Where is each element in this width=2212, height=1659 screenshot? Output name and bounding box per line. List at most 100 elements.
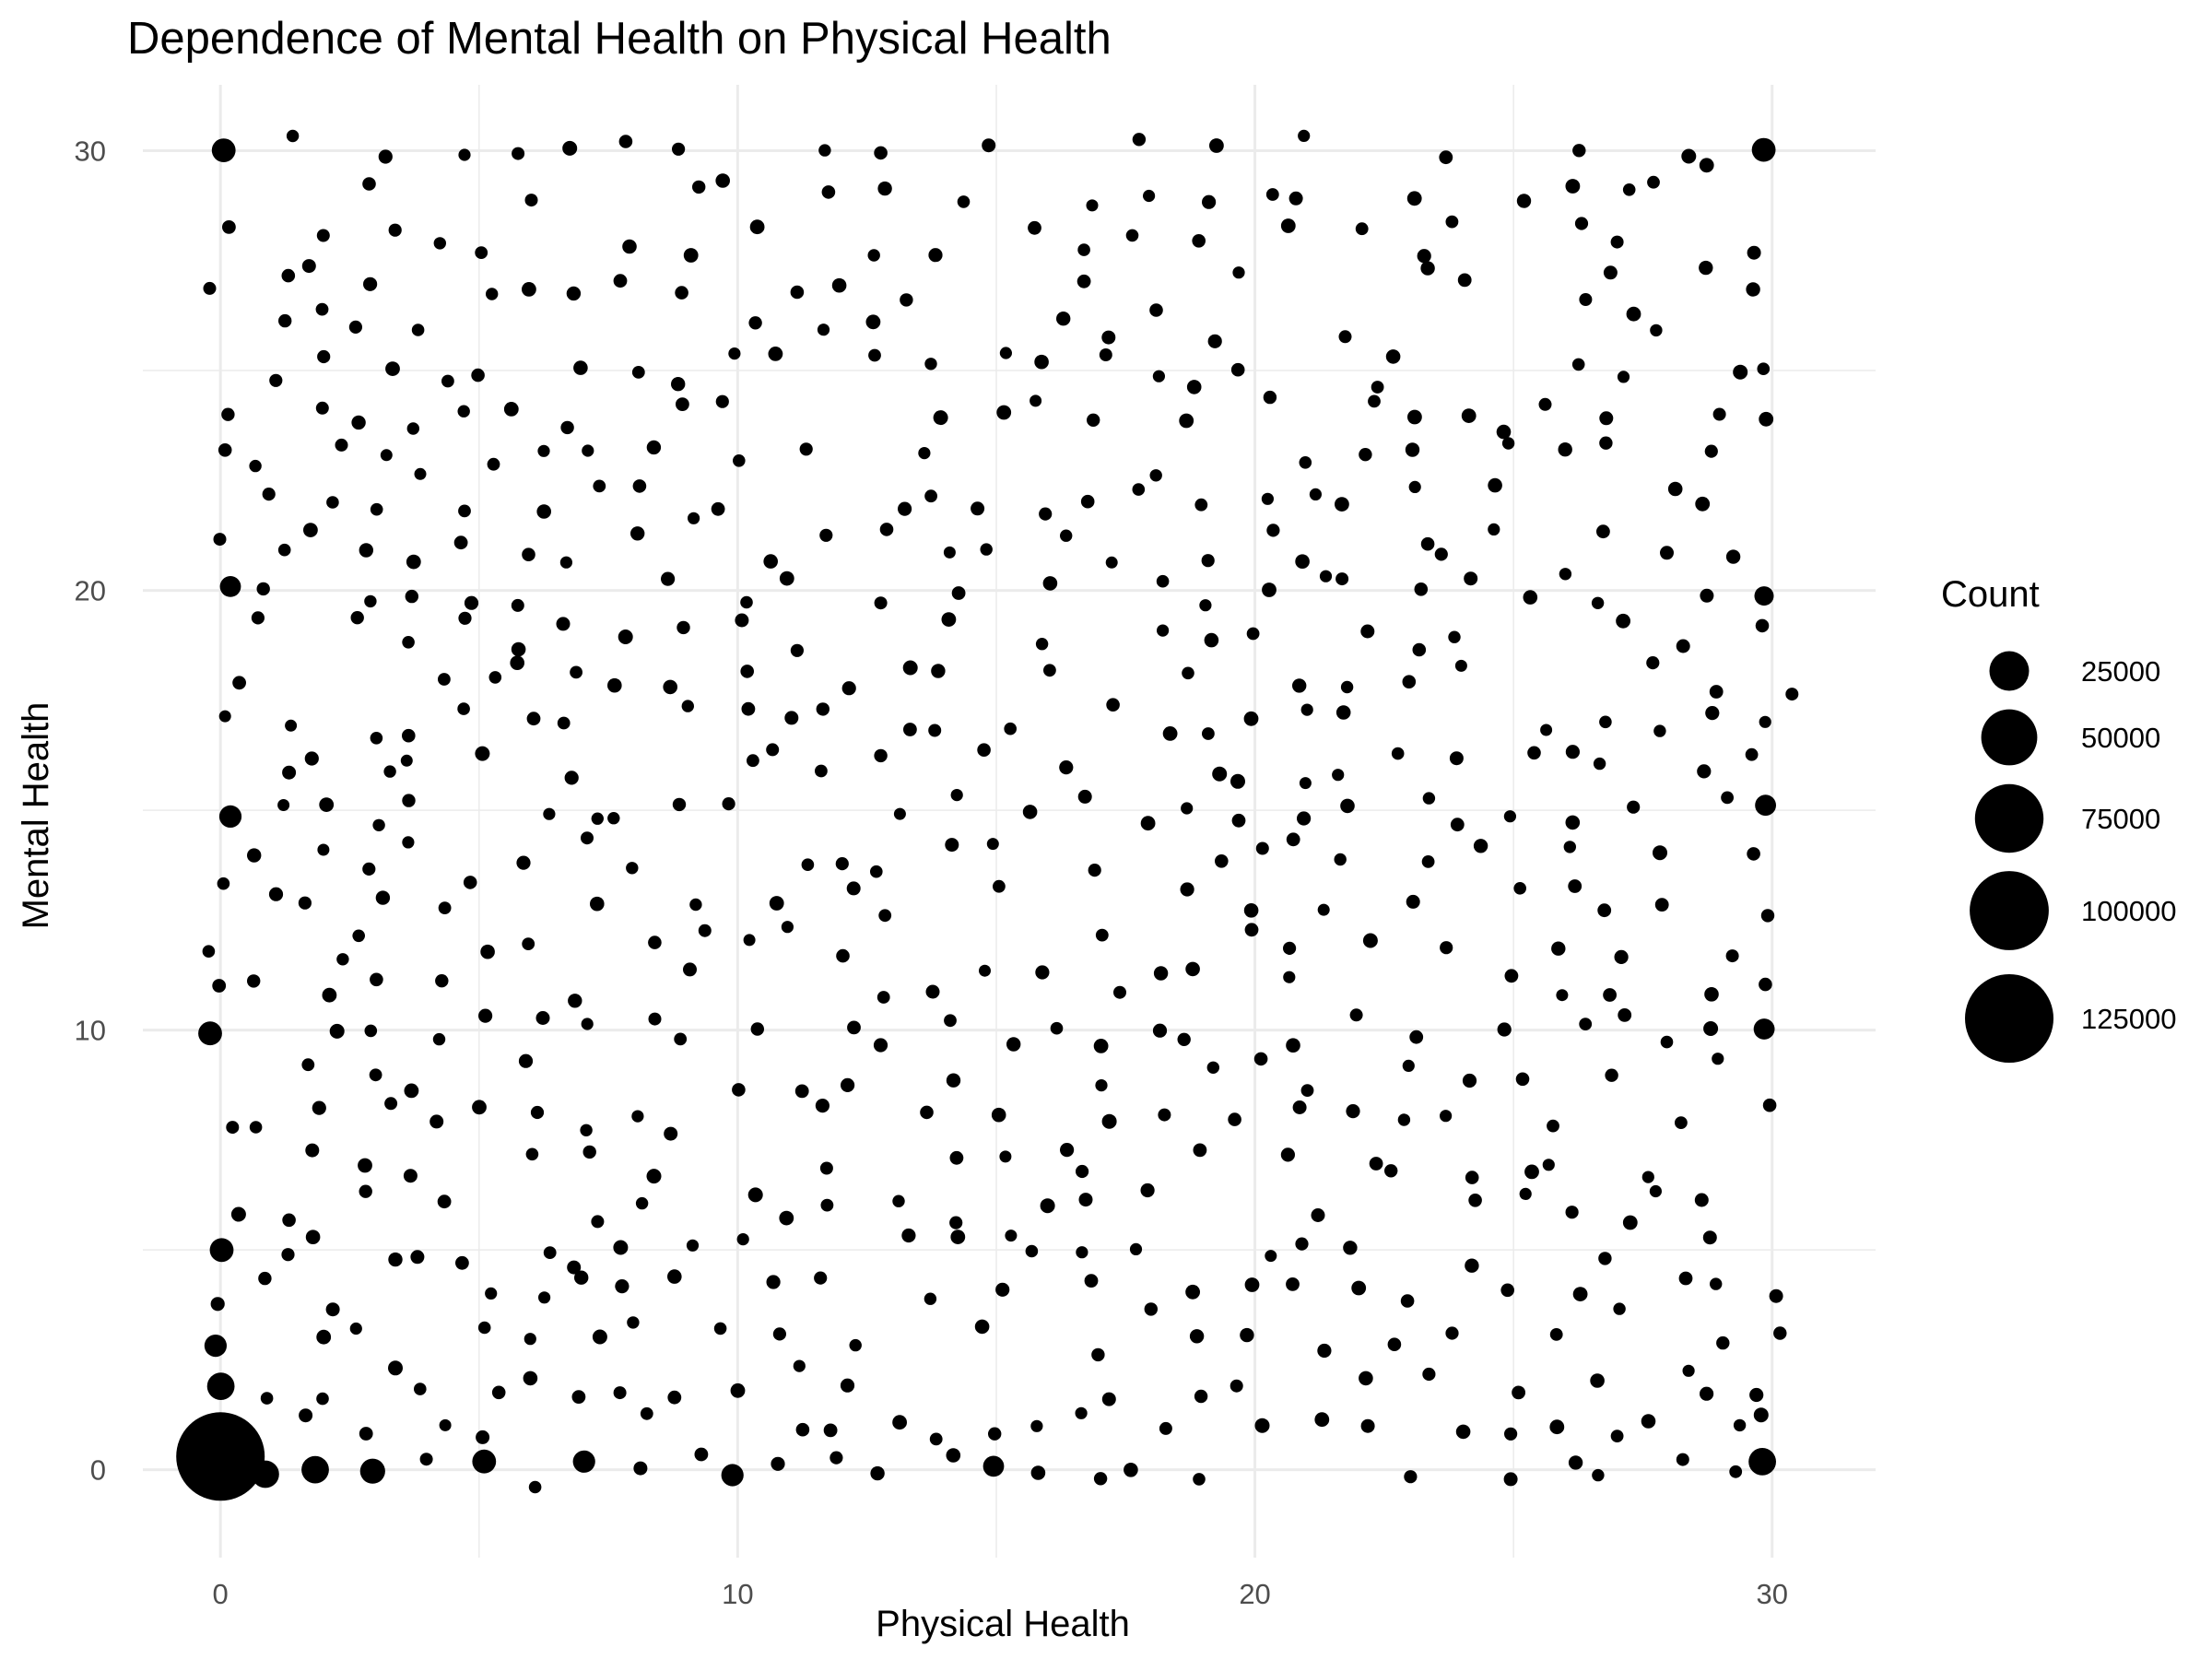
data-point: [1076, 1246, 1088, 1259]
data-point: [831, 277, 847, 293]
data-point: [1627, 800, 1641, 814]
data-point: [1300, 1084, 1314, 1097]
data-point: [1362, 933, 1378, 948]
data-point: [715, 394, 729, 408]
data-point: [1759, 411, 1774, 427]
data-point: [316, 229, 330, 242]
data-point: [988, 1427, 1002, 1441]
data-point: [1280, 218, 1296, 233]
data-point: [1124, 1463, 1138, 1477]
data-point: [728, 347, 741, 360]
data-point: [815, 764, 828, 778]
data-point: [1524, 1164, 1539, 1180]
data-point: [247, 974, 261, 988]
data-point: [1332, 769, 1345, 782]
data-point: [1709, 685, 1724, 699]
data-point: [1185, 961, 1200, 977]
data-point: [1473, 839, 1488, 853]
data-point: [429, 1114, 444, 1129]
data-point: [946, 1448, 961, 1463]
data-point: [1144, 1302, 1159, 1316]
data-point: [870, 1465, 885, 1481]
data-point: [1695, 496, 1711, 512]
data-point: [385, 361, 400, 376]
data-point: [1457, 273, 1472, 288]
data-point: [772, 1327, 787, 1341]
data-point-large: [301, 1455, 329, 1484]
data-point: [258, 1271, 272, 1286]
data-point: [1542, 1159, 1555, 1171]
legend-key-circle: [1965, 974, 2053, 1063]
data-point: [996, 405, 1012, 420]
data-point: [1340, 680, 1354, 694]
data-point: [1558, 442, 1572, 457]
data-point: [790, 643, 805, 657]
data-point: [1087, 413, 1100, 427]
data-point: [648, 935, 662, 949]
data-point: [1288, 191, 1303, 206]
x-tick-label: 10: [722, 1578, 753, 1610]
data-point: [582, 444, 594, 457]
data-point: [900, 293, 913, 307]
data-point: [486, 288, 499, 300]
data-point: [715, 173, 730, 188]
data-point: [1152, 1023, 1168, 1038]
data-point: [317, 349, 331, 364]
data-point: [1028, 220, 1041, 235]
data-point: [974, 1319, 990, 1335]
data-point: [1240, 1327, 1254, 1343]
data-point: [1194, 1389, 1208, 1404]
data-point: [1309, 488, 1322, 501]
legend-key-circle: [1989, 651, 2030, 691]
y-tick-label: 10: [75, 1015, 106, 1047]
data-point: [511, 641, 526, 657]
x-tick-label: 30: [1757, 1578, 1788, 1610]
data-point: [1527, 746, 1541, 760]
data-point: [1440, 941, 1453, 955]
data-point: [1681, 148, 1697, 164]
legend-key-circle: [1970, 871, 2049, 950]
data-point: [1101, 1113, 1117, 1129]
data-point: [1455, 1424, 1471, 1440]
data-point: [846, 881, 861, 896]
data-point: [1106, 698, 1120, 712]
data-point: [1181, 802, 1194, 815]
data-point-large: [572, 1450, 595, 1473]
data-point: [562, 140, 578, 156]
data-point: [1450, 818, 1465, 832]
data-point: [1335, 705, 1351, 720]
data-point: [1253, 1052, 1268, 1066]
data-point: [535, 1011, 550, 1025]
data-point: [400, 754, 413, 767]
data-point: [995, 1282, 1010, 1297]
data-point: [1040, 1198, 1055, 1214]
data-point-large: [1755, 794, 1776, 817]
data-point: [1335, 497, 1349, 512]
data-point: [1676, 639, 1690, 653]
data-point: [1295, 1237, 1309, 1251]
x-tick-label: 0: [213, 1578, 229, 1610]
data-point: [582, 1145, 596, 1159]
data-point: [1311, 1208, 1325, 1222]
data-point: [286, 129, 300, 143]
data-point: [743, 934, 756, 947]
data-point: [1179, 413, 1194, 429]
data-point: [946, 1073, 961, 1088]
data-point: [1292, 1100, 1307, 1114]
data-point: [388, 1360, 403, 1376]
data-point: [1125, 229, 1139, 242]
data-point: [903, 723, 917, 736]
data-point: [269, 373, 283, 387]
data-point: [999, 347, 1012, 359]
data-point: [1230, 773, 1245, 789]
data-point: [674, 1032, 688, 1046]
data-point: [980, 543, 993, 556]
data-point: [1317, 1343, 1332, 1359]
data-point: [1610, 1430, 1624, 1442]
data-point: [1095, 1079, 1108, 1092]
data-point: [1603, 265, 1618, 280]
data-point: [352, 929, 366, 943]
data-point: [841, 1077, 855, 1092]
data-point: [1523, 590, 1538, 605]
data-point: [879, 523, 894, 536]
